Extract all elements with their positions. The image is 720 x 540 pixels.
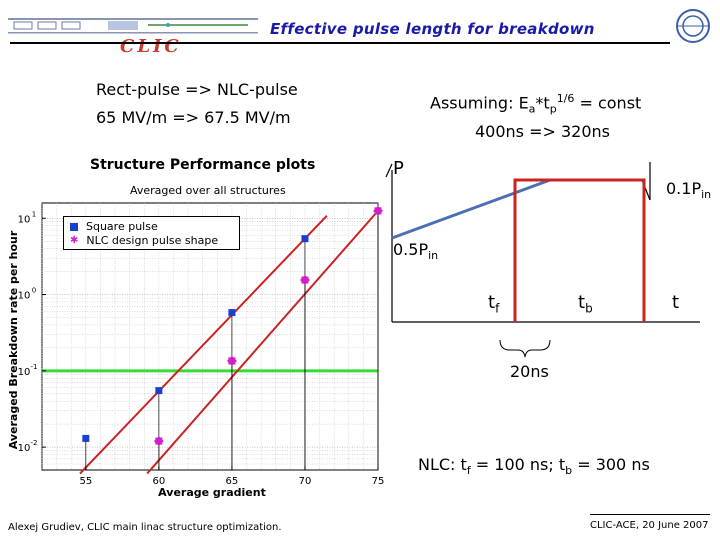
20ns-brace xyxy=(499,339,551,358)
x-tick-label: 55 xyxy=(79,476,92,487)
footer-date: CLIC-ACE, 20 June 2007 xyxy=(590,520,709,531)
p01-text: 0.1P xyxy=(666,179,702,198)
x-tick-label: 70 xyxy=(299,476,312,487)
fit-lines-group xyxy=(79,210,379,475)
chart-subtitle: Averaged over all structures xyxy=(130,184,286,197)
assumption-prefix: Assuming: E xyxy=(430,93,529,113)
title-rule xyxy=(10,42,670,44)
square-marker-icon xyxy=(70,222,78,231)
y-tick-exponent: -1 xyxy=(31,363,38,371)
data-point-star-core xyxy=(228,357,236,365)
pulse-01p-label: 0.1Pin xyxy=(666,179,711,201)
nlc-mid: = 100 ns; t xyxy=(470,455,566,474)
y-tick-label: 10 xyxy=(18,214,31,225)
data-point-star-core xyxy=(155,437,163,445)
fit-line-series-0 xyxy=(79,215,328,475)
y-tick-label: 10 xyxy=(18,291,31,302)
data-point-square xyxy=(301,235,309,243)
y-tick-exponent: -2 xyxy=(31,439,38,447)
data-points-group xyxy=(82,205,383,470)
x-tick-label: 60 xyxy=(153,476,166,487)
slide-title: Effective pulse length for breakdown xyxy=(270,20,595,38)
y-tick-label: 10 xyxy=(18,367,31,378)
nlc-timing-note: NLC: tf = 100 ns; tb = 300 ns xyxy=(418,455,650,477)
chart-legend: Square pulse ✱ NLC design pulse shape xyxy=(63,216,240,250)
y-tick-exponent: 1 xyxy=(32,210,36,218)
tf-label: tf xyxy=(488,292,499,316)
assumption-sub-a: a xyxy=(528,102,536,116)
data-point-star-core xyxy=(374,207,382,215)
rect-pulse-note-line1: Rect-pulse => NLC-pulse xyxy=(96,80,298,99)
t-axis-label: t xyxy=(672,292,680,313)
assumption-suffix: = const xyxy=(574,93,642,113)
legend-item-nlc: ✱ NLC design pulse shape xyxy=(70,234,218,247)
pulse-y-axis-arrow xyxy=(385,163,393,178)
assumption-line2: 400ns => 320ns xyxy=(475,122,611,141)
data-point-square xyxy=(82,434,90,442)
y-axis-label: Averaged Breakdown rate per hour xyxy=(7,230,20,449)
y-tick-exponent: 0 xyxy=(32,287,36,295)
nlc-prefix: NLC: t xyxy=(418,455,467,474)
x-tick-label: 65 xyxy=(226,476,239,487)
assumption-exponent: 1/6 xyxy=(556,92,575,105)
y-tick-label: 10 xyxy=(18,443,31,454)
star-marker-icon: ✱ xyxy=(70,234,79,246)
x-tick-label: 75 xyxy=(372,476,385,487)
accelerator-banner-graphic xyxy=(8,18,258,34)
tf-text: t xyxy=(488,292,496,313)
data-point-square xyxy=(228,309,236,317)
tb-sub: b xyxy=(585,301,593,316)
nlc-suffix: = 300 ns xyxy=(572,455,650,474)
tf-sub: f xyxy=(495,301,500,316)
pulse-shape-diagram xyxy=(385,162,700,358)
chart-title: Structure Performance plots xyxy=(90,157,316,173)
p05-text: 0.5P xyxy=(393,240,429,259)
footer-author: Alexej Grudiev, CLIC main linac structur… xyxy=(8,522,282,533)
nlc-sub-b: b xyxy=(565,464,573,478)
p05-sub: in xyxy=(428,249,439,263)
assumption-sub-p: p xyxy=(549,102,557,116)
fit-line-series-1 xyxy=(146,210,379,475)
20ns-label: 20ns xyxy=(510,362,549,381)
pulse-p-label: P xyxy=(393,158,404,179)
legend-label-square: Square pulse xyxy=(86,220,158,233)
data-point-square xyxy=(155,387,163,395)
legend-label-nlc: NLC design pulse shape xyxy=(86,234,219,247)
nlc-sub-f: f xyxy=(466,464,471,478)
tb-text: t xyxy=(578,292,586,313)
data-point-star-core xyxy=(301,276,309,284)
pulse-05p-label: 0.5Pin xyxy=(393,240,438,262)
rect-pulse-note-line2: 65 MV/m => 67.5 MV/m xyxy=(96,108,291,127)
p01-sub: in xyxy=(701,188,712,202)
rect-pulse-shape xyxy=(513,178,646,322)
assumption-formula: Assuming: Ea*tp1/6 = const xyxy=(430,92,641,116)
x-axis-label: Average gradient xyxy=(158,486,266,499)
footer-rule xyxy=(590,514,710,515)
assumption-mid: *t xyxy=(535,93,550,113)
clic-logo: CLIC xyxy=(120,36,182,57)
legend-item-square: Square pulse xyxy=(70,220,158,233)
cern-logo xyxy=(676,9,710,43)
tb-label: tb xyxy=(578,292,593,316)
